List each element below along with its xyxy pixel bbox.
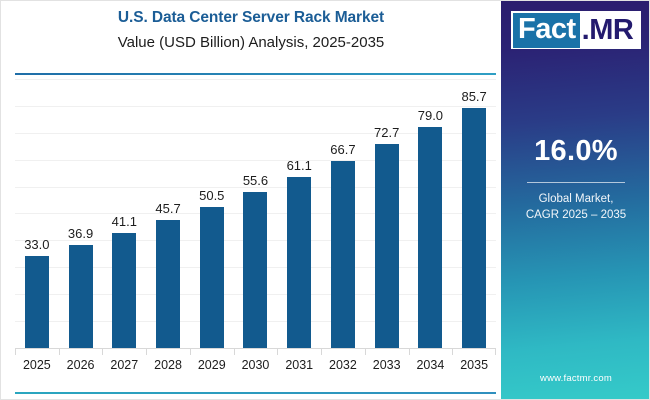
x-axis-label: 2026 — [66, 358, 95, 372]
bar[interactable] — [112, 232, 137, 348]
bar-value-label: 66.7 — [330, 142, 356, 158]
bar-group: 85.7 — [452, 79, 496, 348]
chart-title: U.S. Data Center Server Rack Market — [117, 9, 385, 26]
x-axis-label: 2030 — [241, 358, 270, 372]
gridline — [15, 106, 496, 107]
bar-value-label: 61.1 — [286, 157, 312, 173]
bar[interactable] — [68, 244, 93, 348]
bar[interactable] — [243, 192, 268, 348]
bar-series: 33.0 36.9 41.1 45.7 50.5 55.6 61.1 66.7 72.7 79.0… — [15, 79, 496, 348]
x-axis-tick — [364, 349, 366, 355]
bar[interactable] — [418, 126, 443, 348]
x-axis-label: 2033 — [372, 358, 401, 372]
x-axis-label: 2029 — [197, 358, 226, 372]
website-url[interactable]: www.factmr.com — [540, 373, 612, 384]
x-axis-tick — [233, 349, 235, 355]
bar-group: 55.6 — [234, 79, 278, 348]
gridline — [15, 187, 496, 188]
x-axis-ticks — [15, 349, 496, 355]
gridline — [15, 160, 496, 161]
x-axis-tick — [321, 349, 323, 355]
x-axis-label: 2031 — [285, 358, 314, 372]
x-axis-tick — [58, 349, 60, 355]
x-axis-label: 2028 — [154, 358, 182, 372]
x-axis-tick — [408, 349, 410, 355]
bar-group: 36.9 — [59, 79, 103, 348]
cagr-caption-line-2: CAGR 2025 – 2035 — [525, 209, 627, 221]
gridline — [15, 133, 496, 134]
bar-group: 72.7 — [365, 79, 409, 348]
cagr-caption: Global Market, CAGR 2025 – 2035 — [501, 191, 649, 223]
bar-value-label: 36.9 — [67, 225, 94, 241]
bar-value-label: 85.7 — [461, 88, 487, 104]
bar[interactable] — [330, 161, 355, 348]
bar[interactable] — [287, 176, 312, 348]
x-axis-tick — [102, 349, 104, 355]
x-axis-line — [15, 348, 496, 349]
cagr-divider — [527, 182, 625, 183]
bar-group: 66.7 — [321, 79, 365, 348]
bar[interactable] — [24, 255, 49, 348]
bar-value-label: 55.6 — [242, 173, 269, 189]
bar-group: 61.1 — [277, 79, 321, 348]
bar[interactable] — [156, 219, 181, 348]
chart-subtitle: Value (USD Billion) Analysis, 2025-2035 — [117, 34, 385, 51]
factmr-logo[interactable]: Fact .MR — [511, 11, 641, 49]
bar-group: 33.0 — [15, 79, 59, 348]
bar-value-label: 41.1 — [111, 213, 137, 229]
x-axis-label: 2025 — [22, 358, 51, 372]
x-axis-label: 2027 — [110, 358, 139, 372]
chart-panel: U.S. Data Center Server Rack Market Valu… — [1, 1, 501, 399]
x-axis-tick — [277, 349, 279, 355]
x-axis-tick — [495, 349, 496, 355]
bar[interactable] — [462, 107, 487, 348]
logo-mr-text: .MR — [581, 13, 634, 46]
brand-panel: Fact .MR 16.0% Global Market, CAGR 2025 … — [501, 1, 649, 399]
gridline — [15, 79, 496, 80]
x-axis-label: 2035 — [460, 358, 489, 372]
bar-value-label: 79.0 — [417, 107, 444, 123]
x-axis-label: 2032 — [329, 358, 357, 372]
x-axis-labels: 2025 2026 2027 2028 2029 2030 2031 2032 2033 2034… — [15, 357, 496, 375]
x-axis-tick — [15, 349, 16, 355]
bar[interactable] — [199, 206, 224, 348]
bar-value-label: 45.7 — [155, 200, 181, 216]
chart-header: U.S. Data Center Server Rack Market Valu… — [1, 7, 501, 55]
bar-group: 41.1 — [102, 79, 146, 348]
bar-value-label: 72.7 — [374, 125, 400, 141]
bar-value-label: 33.0 — [24, 236, 50, 252]
bar-value-label: 50.5 — [199, 187, 225, 203]
logo-fact-text: Fact — [513, 12, 580, 48]
bar-group: 50.5 — [190, 79, 234, 348]
cagr-value: 16.0% — [534, 135, 618, 167]
header-divider — [15, 73, 496, 75]
x-axis-tick — [452, 349, 454, 355]
x-axis-tick — [146, 349, 148, 355]
bar-group: 79.0 — [409, 79, 453, 348]
x-axis-label: 2034 — [416, 358, 445, 372]
x-axis-tick — [189, 349, 191, 355]
bar[interactable] — [374, 144, 399, 348]
bar-group: 45.7 — [146, 79, 190, 348]
footer-divider — [15, 392, 496, 394]
cagr-caption-line-1: Global Market, — [538, 193, 614, 205]
